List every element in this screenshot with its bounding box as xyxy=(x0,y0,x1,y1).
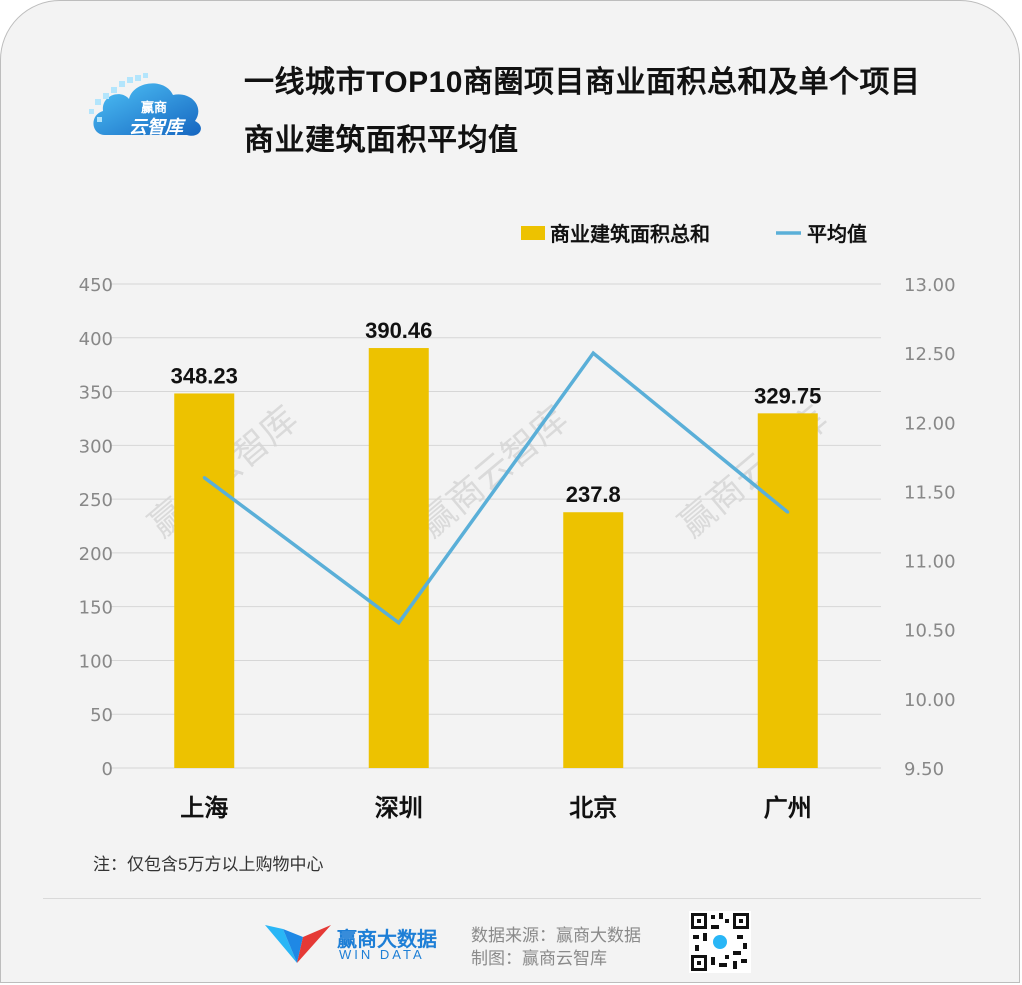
bar xyxy=(174,393,235,768)
legend-bar-label: 商业建筑面积总和 xyxy=(550,222,710,246)
y-right-tick-label: 10.00 xyxy=(904,690,956,711)
footer-divider xyxy=(43,898,981,899)
average-line xyxy=(203,350,789,626)
legend-bar-swatch xyxy=(521,226,545,240)
average-point xyxy=(591,351,595,355)
y-right-tick-label: 11.00 xyxy=(904,552,956,573)
cloud-logo-icon xyxy=(89,73,201,136)
y-right-tick-label: 11.50 xyxy=(904,482,956,503)
made-by: 制图：赢商云智库 xyxy=(471,949,607,968)
average-point xyxy=(786,510,790,514)
bar-value-label: 390.46 xyxy=(365,318,432,343)
chart-title-line-2: 商业建筑面积平均值 xyxy=(244,124,519,157)
bar xyxy=(563,512,624,768)
y-left-tick-label: 400 xyxy=(79,329,113,350)
combo-chart: 赢商云智库赢商云智库赢商云智库0501001502002503003504004… xyxy=(79,222,956,822)
win-data-logo-icon xyxy=(265,925,331,963)
y-left-tick-label: 150 xyxy=(79,598,113,619)
y-right-tick-label: 12.00 xyxy=(904,413,956,434)
bar xyxy=(757,413,818,768)
y-right-tick-label: 13.00 xyxy=(904,275,956,296)
y-left-tick-label: 350 xyxy=(79,383,113,404)
y-left-tick-label: 250 xyxy=(79,490,113,511)
bar-value-label: 348.23 xyxy=(171,363,238,388)
average-point xyxy=(397,621,401,625)
bar xyxy=(368,348,429,768)
y-right-tick-label: 10.50 xyxy=(904,621,956,642)
y-right-tick-label: 12.50 xyxy=(904,344,956,365)
average-point xyxy=(202,476,206,480)
x-category-label: 上海 xyxy=(180,794,228,822)
legend-line-label: 平均值 xyxy=(807,222,867,246)
y-left-tick-label: 300 xyxy=(79,436,113,457)
bar-value-label: 329.75 xyxy=(754,383,821,408)
qr-code-icon xyxy=(689,911,751,973)
x-category-label: 北京 xyxy=(569,794,617,822)
logo-text: 云智库 xyxy=(129,117,183,137)
watermark-text: 赢商云智库 xyxy=(411,399,575,546)
y-left-tick-label: 50 xyxy=(90,705,113,726)
x-category-label: 广州 xyxy=(764,794,812,822)
y-left-tick-label: 0 xyxy=(102,759,113,780)
y-left-tick-label: 100 xyxy=(79,651,113,672)
chart-note: 注：仅包含5万方以上购物中心 xyxy=(93,855,324,874)
brand-name: 赢商大数据 xyxy=(337,929,437,951)
bar-value-label: 237.8 xyxy=(566,482,621,507)
brand-sub: WIN DATA xyxy=(339,947,425,962)
y-left-tick-label: 200 xyxy=(79,544,113,565)
y-right-tick-label: 9.50 xyxy=(904,759,944,780)
x-category-label: 深圳 xyxy=(375,794,423,822)
logo-text-small: 赢商 xyxy=(141,100,168,115)
y-left-tick-label: 450 xyxy=(79,275,113,296)
chart-title-line-1: 一线城市TOP10商圈项目商业面积总和及单个项目 xyxy=(244,66,921,99)
data-source: 数据来源：赢商大数据 xyxy=(471,926,641,945)
